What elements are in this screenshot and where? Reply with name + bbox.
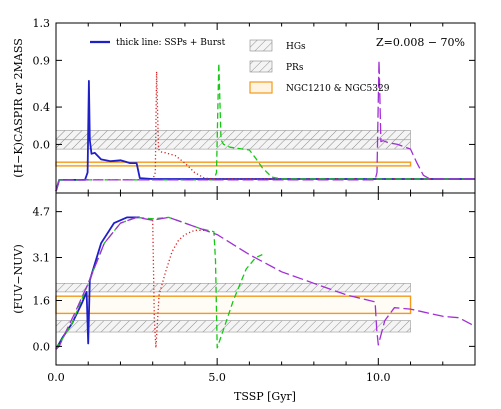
bot-y-tick-label: 3.1: [33, 252, 51, 265]
bottom-bands: [55, 282, 412, 333]
bot-band-hgs: [55, 282, 411, 293]
top-y-tick-label: 0.9: [33, 54, 51, 67]
top-band-ngc: [55, 161, 412, 167]
bottom-x-ticks: 0.0 5.0 10.0: [47, 193, 476, 384]
x-axis-label: TSSP [Gyr]: [234, 390, 296, 403]
bot-series-line-0: [55, 216, 140, 350]
top-series-line-3: [55, 59, 475, 192]
bot-band-prs: [55, 320, 411, 333]
top-series: [55, 59, 475, 192]
bot-band-ngc: [55, 295, 412, 315]
x-tick-label: 0.0: [47, 371, 65, 384]
top-y-ticks: 1.3 0.9 0.4 0.0: [33, 17, 475, 151]
legend-ngc-swatch: [249, 81, 273, 94]
legend: thick line: SSPs + Burst HGs PRs NGC1210…: [90, 38, 390, 94]
bottom-y-axis-label: (FUV−NUV): [12, 244, 25, 314]
bottom-panel: 4.7 3.1 1.6 0.0 0.0 5.0 10.0 (FUV−NUV) TSSP […: [12, 192, 476, 403]
top-y-tick-label: 1.3: [33, 17, 51, 30]
top-y-axis-label: (H−K)CASPIR or 2MASS: [12, 38, 25, 178]
x-tick-label: 5.0: [208, 371, 226, 384]
bot-y-tick-label: 4.7: [33, 206, 51, 219]
top-y-tick-label: 0.0: [33, 138, 51, 151]
metallicity-annotation: Z=0.008 − 70%: [376, 36, 465, 49]
legend-ngc-label: NGC1210 & NGC5329: [286, 84, 390, 94]
top-panel: 1.3 0.9 0.4 0.0 (H−K)CASPIR or 2MASS Z=0.00…: [12, 17, 476, 194]
top-x-ticks: [55, 23, 476, 193]
x-tick-label: 10.0: [366, 371, 391, 384]
top-y-tick-label: 0.4: [33, 101, 51, 114]
legend-prs-label: PRs: [286, 63, 304, 73]
bot-y-tick-label: 1.6: [33, 295, 51, 308]
bot-series-line-1: [152, 220, 205, 349]
legend-prs-swatch: [249, 60, 273, 73]
bot-y-tick-label: 0.0: [33, 340, 51, 353]
top-band-hgs: [55, 130, 411, 141]
bot-series-line-3: [55, 216, 476, 350]
bottom-plot-frame: [55, 192, 476, 366]
bottom-series: [55, 216, 476, 350]
legend-line-label: thick line: SSPs + Burst: [116, 38, 226, 48]
legend-hgs-label: HGs: [286, 42, 306, 52]
legend-hgs-swatch: [249, 39, 273, 52]
bottom-y-ticks: 4.7 3.1 1.6 0.0: [33, 206, 475, 353]
